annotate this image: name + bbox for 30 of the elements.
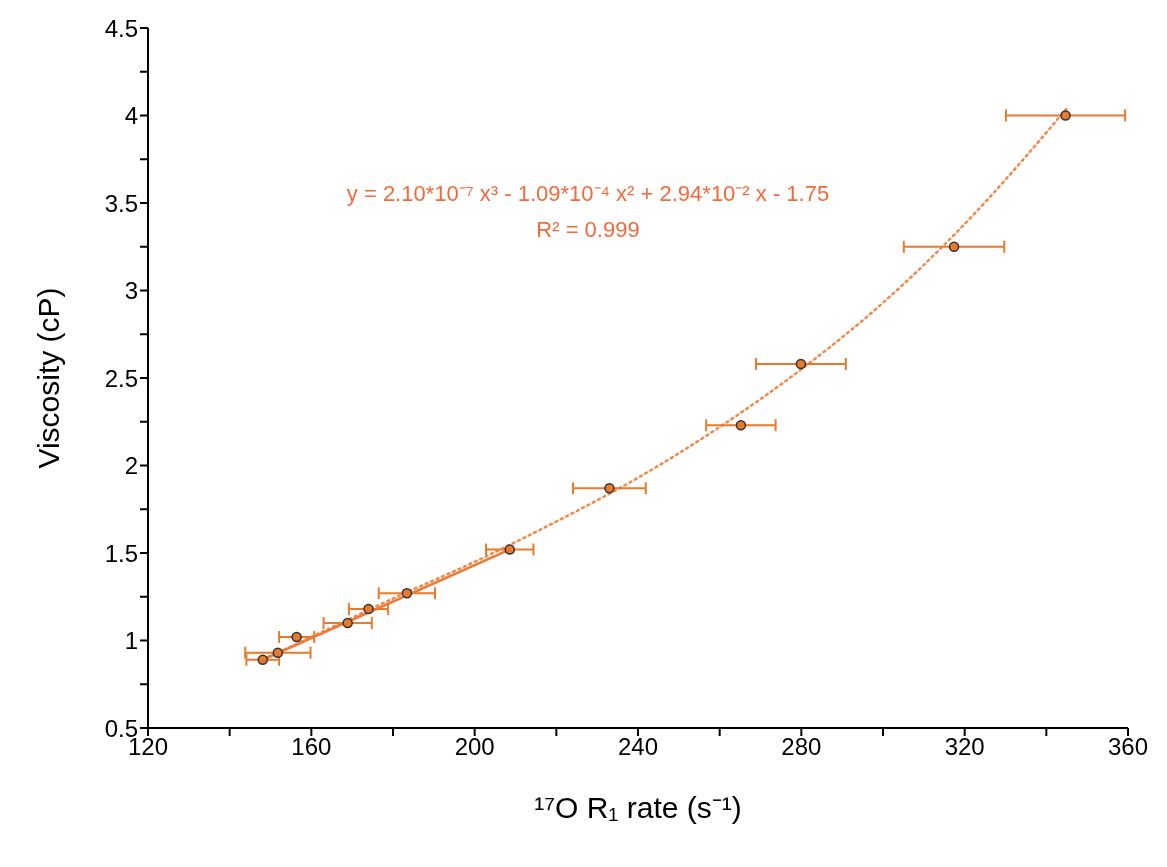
y-tick-label: 2: [124, 452, 138, 480]
point: [272, 647, 284, 659]
annotation: R² = 0.999: [535, 216, 641, 244]
y-axis-title: Viscosity (cP): [31, 287, 65, 469]
point: [735, 419, 747, 431]
y-tick-label: 2.5: [104, 364, 138, 392]
y-tick-label: 4: [124, 102, 138, 130]
x-tick-label: 320: [944, 733, 985, 761]
y-tick-label: 3: [124, 277, 138, 305]
point: [401, 587, 413, 599]
point: [604, 482, 615, 494]
x-axis-title: ¹⁷O R₁ rate (s⁻¹): [534, 791, 742, 824]
x-tick-label: 280: [781, 733, 822, 761]
point: [1060, 110, 1071, 121]
point: [342, 617, 353, 629]
annotation: y = 2.10*10⁻⁷ x³ - 1.09*10⁻⁴ x² + 2.94*10⁻² x - 1.75: [345, 180, 831, 208]
point: [291, 631, 302, 643]
y-tick-label: 1.5: [104, 539, 138, 567]
point: [948, 241, 960, 253]
x-tick-label: 360: [1107, 733, 1149, 761]
y-tick-label: 1: [124, 627, 138, 655]
y-tick-label: 3.5: [104, 189, 138, 217]
point: [257, 654, 269, 666]
y-tick-label: 4.5: [104, 14, 138, 42]
point: [504, 544, 516, 555]
point: [795, 358, 807, 370]
x-tick-label: 200: [454, 733, 495, 761]
x-tick-label: 240: [617, 733, 659, 761]
x-tick-label: 160: [291, 733, 332, 761]
point: [363, 603, 374, 615]
